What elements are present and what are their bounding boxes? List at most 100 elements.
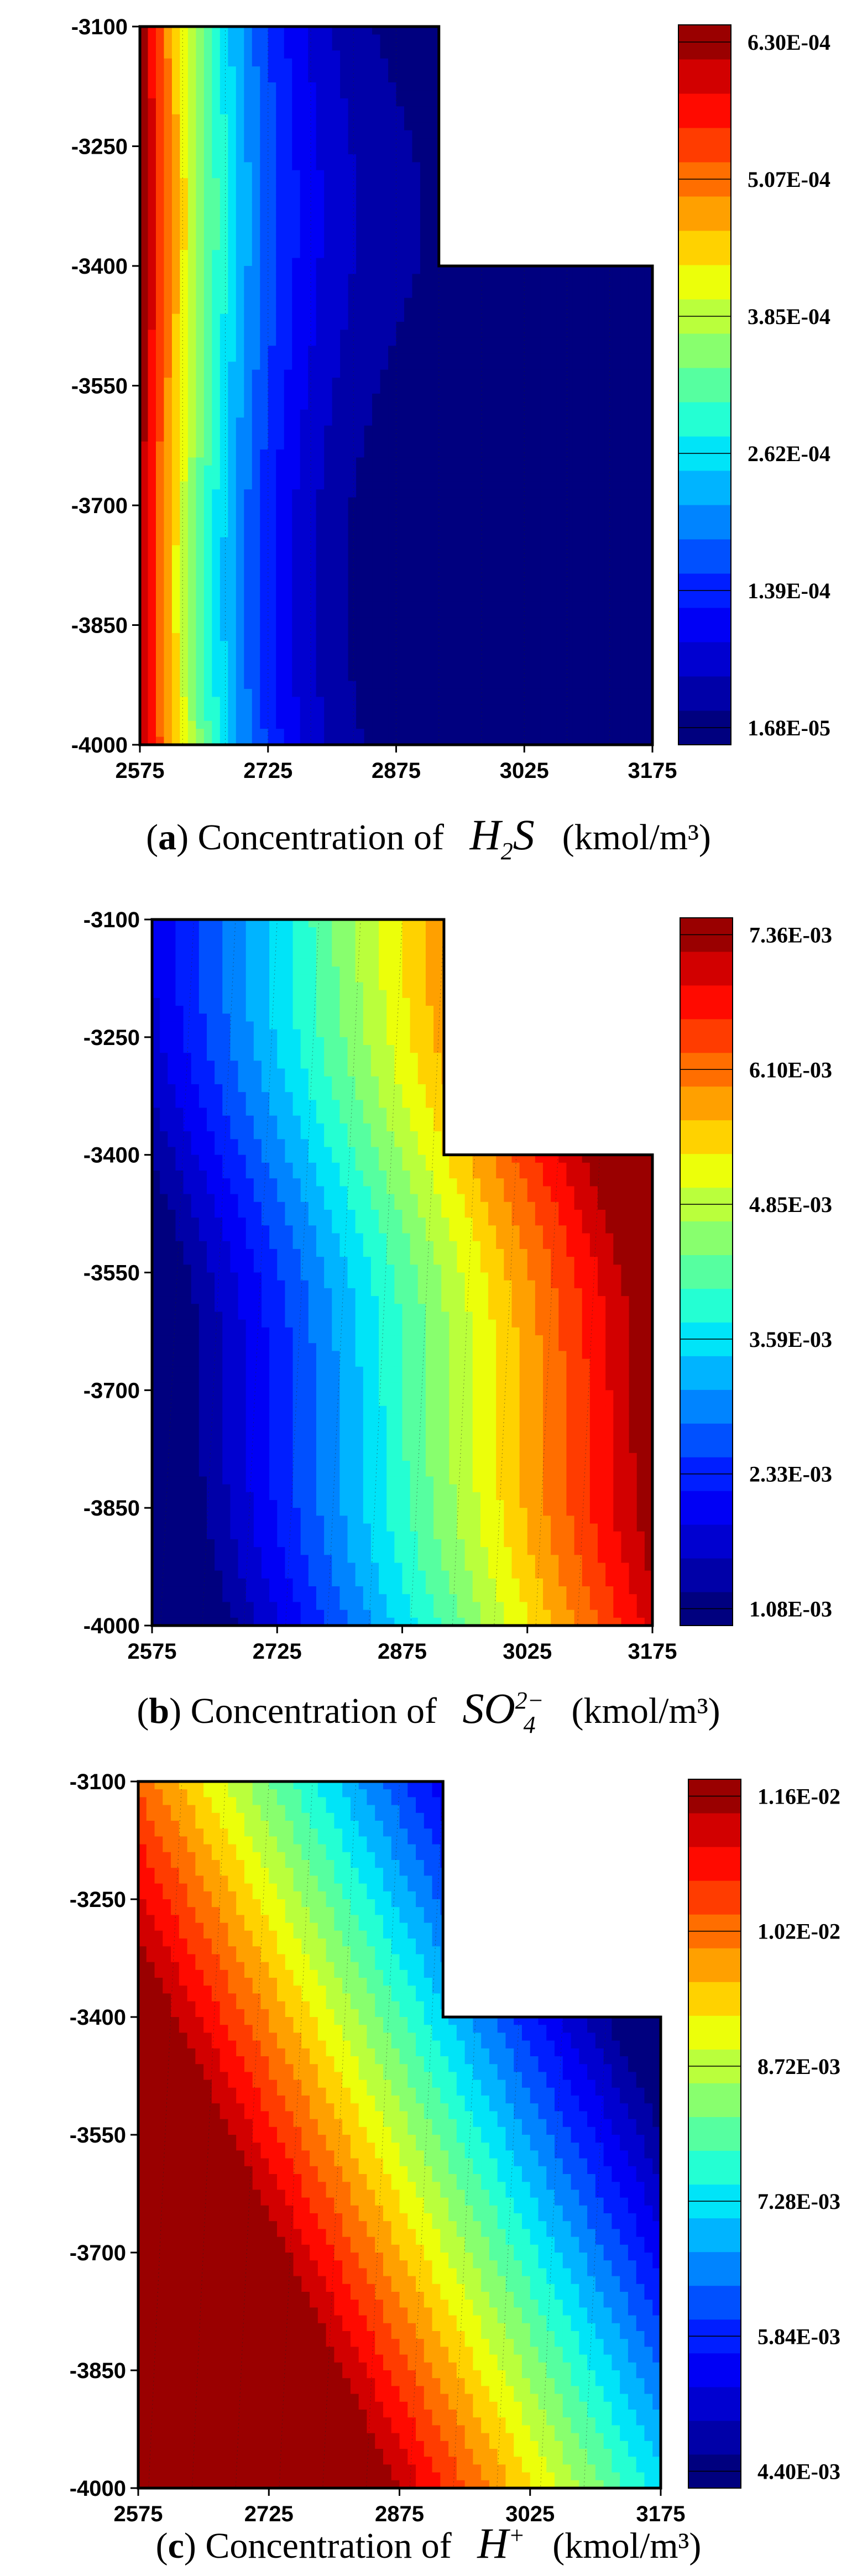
- field-cell: [372, 649, 381, 657]
- field-cell: [572, 154, 581, 163]
- field-cell: [292, 409, 301, 418]
- field-cell: [252, 130, 260, 139]
- field-cell: [372, 673, 381, 682]
- field-cell: [300, 194, 309, 203]
- field-cell: [236, 90, 244, 99]
- field-cell: [404, 218, 413, 227]
- field-cell: [460, 194, 469, 203]
- field-cell: [220, 473, 228, 482]
- field-cell: [412, 353, 421, 362]
- field-cell: [412, 130, 421, 139]
- field-cell: [228, 106, 237, 115]
- field-cell: [284, 66, 292, 75]
- field-cell: [524, 673, 533, 682]
- field-cell: [171, 417, 181, 426]
- field-cell: [356, 346, 365, 354]
- field-cell: [564, 58, 573, 67]
- field-cell: [516, 545, 525, 554]
- field-cell: [236, 425, 244, 434]
- field-cell: [500, 322, 509, 331]
- field-cell: [203, 170, 212, 179]
- field-cell: [476, 489, 485, 498]
- field-cell: [404, 720, 413, 729]
- field-cell: [308, 378, 317, 386]
- field-cell: [276, 425, 285, 434]
- field-cell: [300, 178, 309, 187]
- field-cell: [220, 274, 228, 283]
- field-cell: [380, 266, 389, 275]
- field-cell: [140, 130, 149, 139]
- field-cell: [284, 313, 292, 322]
- field-cell: [396, 409, 405, 418]
- field-cell: [340, 58, 349, 67]
- field-cell: [404, 313, 413, 322]
- field-cell: [516, 58, 525, 67]
- field-cell: [268, 649, 276, 657]
- field-cell: [372, 98, 381, 107]
- field-cell: [260, 170, 269, 179]
- field-cell: [500, 250, 509, 259]
- field-cell: [252, 234, 260, 243]
- field-cell: [196, 258, 205, 267]
- field-cell: [236, 170, 244, 179]
- field-cell: [171, 306, 181, 315]
- field-cell: [276, 297, 285, 306]
- field-cell: [492, 593, 501, 602]
- field-cell: [540, 170, 549, 179]
- field-cell: [484, 505, 493, 514]
- field-cell: [324, 505, 333, 514]
- field-cell: [388, 641, 397, 650]
- field-cell: [388, 545, 397, 554]
- field-cell: [572, 601, 581, 610]
- field-cell: [476, 130, 485, 139]
- field-cell: [372, 90, 381, 99]
- field-cell: [460, 617, 469, 626]
- field-cell: [140, 433, 149, 442]
- field-cell: [155, 369, 165, 378]
- field-cell: [187, 34, 196, 43]
- field-cell: [140, 178, 149, 187]
- field-cell: [548, 617, 557, 626]
- field-cell: [420, 521, 429, 530]
- field-cell: [404, 66, 413, 75]
- field-cell: [284, 401, 292, 410]
- field-cell: [564, 330, 573, 338]
- field-cell: [203, 98, 212, 107]
- field-cell: [388, 170, 397, 179]
- field-cell: [155, 337, 165, 346]
- field-cell: [324, 545, 333, 554]
- field-cell: [452, 697, 461, 706]
- field-cell: [388, 313, 397, 322]
- field-cell: [276, 720, 285, 729]
- field-cell: [572, 577, 581, 586]
- field-cell: [372, 281, 381, 290]
- field-cell: [332, 449, 341, 458]
- field-cell: [420, 242, 429, 250]
- field-cell: [356, 545, 365, 554]
- field-cell: [284, 481, 292, 490]
- field-cell: [452, 529, 461, 538]
- field-cell: [308, 393, 317, 402]
- field-cell: [268, 401, 276, 410]
- field-cell: [516, 194, 525, 203]
- field-cell: [140, 266, 149, 275]
- field-cell: [260, 433, 269, 442]
- field-cell: [140, 401, 149, 410]
- field-cell: [444, 226, 453, 234]
- field-cell: [203, 641, 212, 650]
- field-cell: [332, 34, 341, 43]
- field-cell: [284, 369, 292, 378]
- field-cell: [516, 617, 525, 626]
- field-cell: [484, 545, 493, 554]
- field-cell: [364, 42, 373, 51]
- field-cell: [196, 720, 205, 729]
- field-cell: [508, 433, 517, 442]
- field-cell: [187, 593, 196, 602]
- field-cell: [292, 122, 301, 131]
- field-cell: [220, 330, 228, 338]
- field-cell: [428, 625, 437, 634]
- field-cell: [388, 337, 397, 346]
- field-cell: [276, 601, 285, 610]
- field-cell: [228, 50, 237, 59]
- field-cell: [420, 529, 429, 538]
